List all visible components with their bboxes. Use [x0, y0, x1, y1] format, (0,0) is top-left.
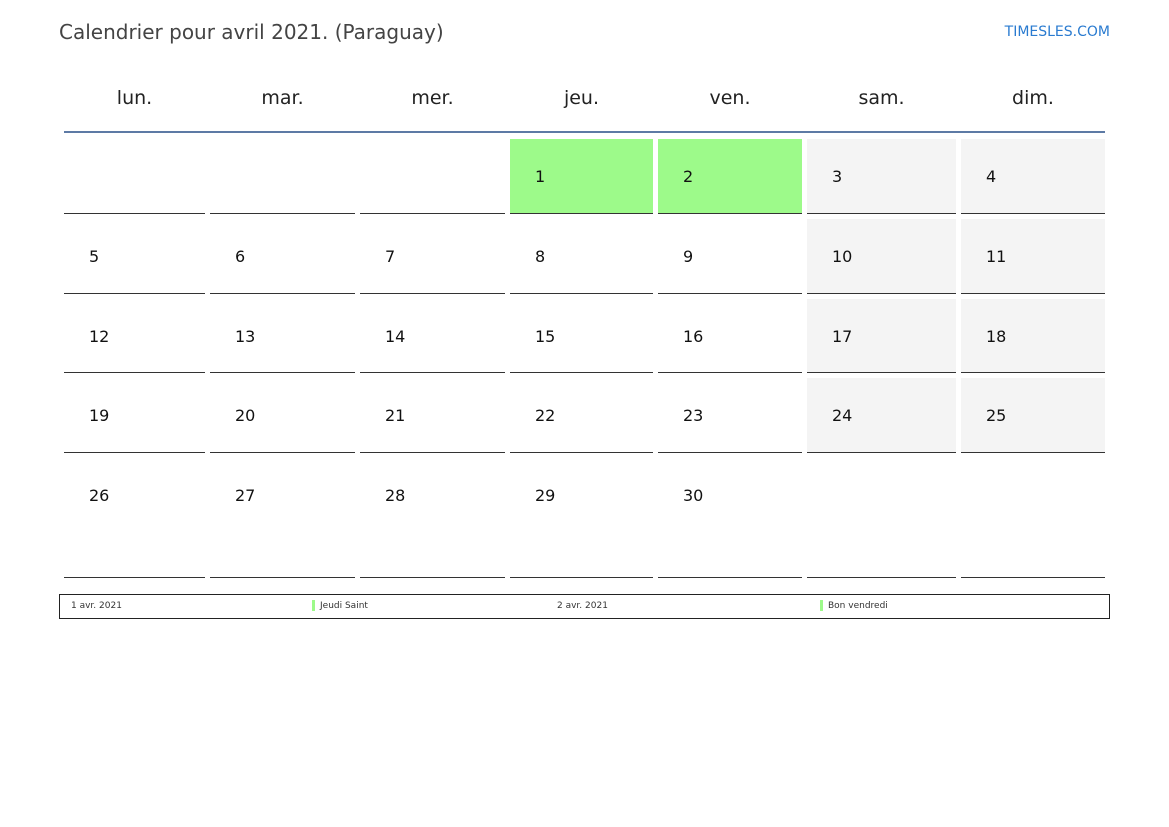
day-number: 21: [385, 406, 406, 425]
day-number: 5: [89, 247, 100, 266]
day-cell: 26: [64, 458, 205, 578]
day-cell: [210, 139, 355, 214]
day-cell: 8: [510, 219, 653, 294]
day-cell: 11: [961, 219, 1105, 294]
day-number: 19: [89, 406, 110, 425]
day-number: 25: [986, 406, 1007, 425]
day-number: 22: [535, 406, 556, 425]
day-cell: 4: [961, 139, 1105, 214]
holiday-color-marker: [312, 600, 315, 611]
day-number: 1: [535, 167, 546, 186]
day-number: 18: [986, 327, 1007, 346]
day-number: 13: [235, 327, 256, 346]
day-cell: 10: [807, 219, 956, 294]
day-cell: 16: [658, 299, 802, 373]
day-cell: 5: [64, 219, 205, 294]
day-cell: 12: [64, 299, 205, 373]
weekday-header: sam.: [858, 87, 905, 109]
day-number: 15: [535, 327, 556, 346]
day-cell: 1: [510, 139, 653, 214]
day-number: 10: [832, 247, 853, 266]
weekday-header: mar.: [261, 87, 304, 109]
day-number: 28: [385, 486, 406, 505]
day-number: 4: [986, 167, 997, 186]
day-cell: 18: [961, 299, 1105, 373]
weekday-header: mer.: [411, 87, 454, 109]
day-number: 29: [535, 486, 556, 505]
legend-date: 1 avr. 2021: [71, 601, 122, 611]
day-cell: 22: [510, 378, 653, 453]
day-number: 12: [89, 327, 110, 346]
day-cell: 30: [658, 458, 802, 578]
holiday-legend: 1 avr. 2021 Jeudi Saint 2 avr. 2021 Bon …: [59, 594, 1110, 619]
legend-holiday-name: Jeudi Saint: [320, 601, 368, 611]
day-number: 20: [235, 406, 256, 425]
day-number: 11: [986, 247, 1007, 266]
day-cell: 19: [64, 378, 205, 453]
day-cell: 23: [658, 378, 802, 453]
day-number: 6: [235, 247, 246, 266]
weekday-header: jeu.: [563, 87, 600, 109]
day-cell: 9: [658, 219, 802, 294]
day-number: 17: [832, 327, 853, 346]
legend-date: 2 avr. 2021: [557, 601, 608, 611]
day-cell: 17: [807, 299, 956, 373]
day-cell: 6: [210, 219, 355, 294]
day-number: 16: [683, 327, 704, 346]
weekday-header: ven.: [709, 87, 751, 109]
day-number: 30: [683, 486, 704, 505]
header-divider: [64, 131, 1105, 133]
day-cell: [360, 139, 505, 214]
day-cell: 7: [360, 219, 505, 294]
day-number: 8: [535, 247, 546, 266]
holiday-color-marker: [820, 600, 823, 611]
day-cell: 2: [658, 139, 802, 214]
brand-link[interactable]: TIMESLES.COM: [1004, 24, 1110, 40]
day-cell: 15: [510, 299, 653, 373]
weekday-header: dim.: [1012, 87, 1054, 109]
day-number: 7: [385, 247, 396, 266]
day-cell: 24: [807, 378, 956, 453]
day-number: 27: [235, 486, 256, 505]
day-cell: 13: [210, 299, 355, 373]
day-cell: 27: [210, 458, 355, 578]
day-cell: 29: [510, 458, 653, 578]
day-number: 26: [89, 486, 110, 505]
day-cell: [961, 458, 1105, 578]
day-number: 9: [683, 247, 694, 266]
page-title: Calendrier pour avril 2021. (Paraguay): [59, 20, 444, 44]
day-cell: [807, 458, 956, 578]
day-cell: 21: [360, 378, 505, 453]
day-cell: 20: [210, 378, 355, 453]
day-number: 14: [385, 327, 406, 346]
day-number: 24: [832, 406, 853, 425]
day-cell: 14: [360, 299, 505, 373]
day-cell: 25: [961, 378, 1105, 453]
day-cell: [64, 139, 205, 214]
day-cell: 28: [360, 458, 505, 578]
day-number: 23: [683, 406, 704, 425]
day-cell: 3: [807, 139, 956, 214]
day-number: 3: [832, 167, 843, 186]
weekday-header: lun.: [116, 87, 153, 109]
day-number: 2: [683, 167, 694, 186]
legend-holiday-name: Bon vendredi: [828, 601, 888, 611]
